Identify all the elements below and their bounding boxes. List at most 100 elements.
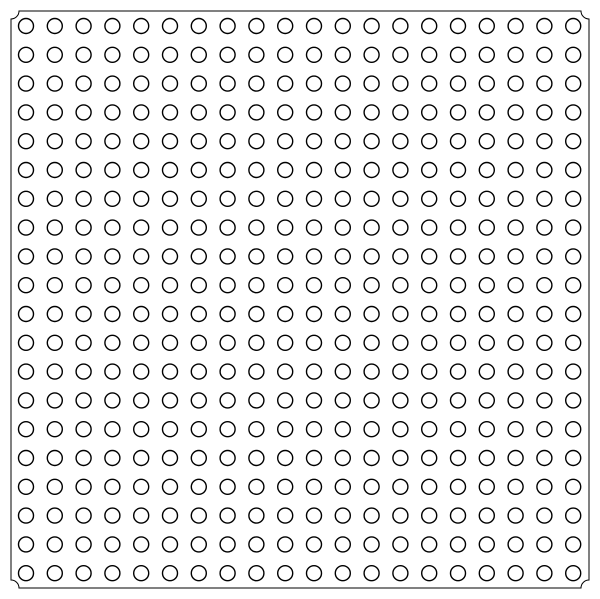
hole	[364, 451, 379, 466]
hole	[566, 566, 581, 581]
hole	[422, 76, 437, 91]
hole	[278, 479, 293, 494]
hole	[451, 163, 466, 178]
hole	[76, 422, 91, 437]
hole	[191, 393, 206, 408]
hole	[566, 134, 581, 149]
hole	[537, 364, 552, 379]
hole	[422, 278, 437, 293]
hole	[76, 19, 91, 34]
hole	[335, 249, 350, 264]
hole	[364, 76, 379, 91]
perforated-panel-diagram	[0, 0, 600, 599]
hole	[134, 508, 149, 523]
hole	[191, 163, 206, 178]
hole	[47, 335, 62, 350]
hole	[537, 76, 552, 91]
hole	[479, 307, 494, 322]
hole	[278, 508, 293, 523]
hole	[335, 364, 350, 379]
hole	[191, 191, 206, 206]
hole	[335, 537, 350, 552]
hole	[278, 76, 293, 91]
hole	[479, 364, 494, 379]
hole	[307, 451, 322, 466]
hole	[76, 508, 91, 523]
hole	[364, 566, 379, 581]
hole	[307, 537, 322, 552]
hole	[76, 220, 91, 235]
hole	[335, 134, 350, 149]
hole	[479, 393, 494, 408]
hole	[422, 163, 437, 178]
hole	[451, 278, 466, 293]
hole	[76, 105, 91, 120]
hole	[105, 537, 120, 552]
hole	[134, 76, 149, 91]
hole	[191, 451, 206, 466]
hole	[566, 105, 581, 120]
hole	[47, 422, 62, 437]
hole	[307, 422, 322, 437]
hole	[220, 566, 235, 581]
hole	[508, 278, 523, 293]
hole	[47, 566, 62, 581]
hole	[537, 191, 552, 206]
hole	[364, 220, 379, 235]
hole	[335, 163, 350, 178]
hole	[220, 105, 235, 120]
hole	[422, 220, 437, 235]
hole	[191, 249, 206, 264]
hole	[163, 47, 178, 62]
hole	[566, 249, 581, 264]
hole	[278, 249, 293, 264]
hole	[307, 220, 322, 235]
hole	[278, 163, 293, 178]
hole	[249, 19, 264, 34]
hole	[278, 105, 293, 120]
hole	[566, 76, 581, 91]
hole	[393, 249, 408, 264]
hole	[191, 307, 206, 322]
hole	[105, 335, 120, 350]
hole	[249, 134, 264, 149]
hole	[249, 479, 264, 494]
hole	[537, 220, 552, 235]
hole	[451, 76, 466, 91]
hole	[76, 364, 91, 379]
hole	[163, 566, 178, 581]
hole	[508, 163, 523, 178]
hole	[393, 76, 408, 91]
hole	[335, 220, 350, 235]
hole	[307, 163, 322, 178]
hole	[105, 163, 120, 178]
hole	[220, 508, 235, 523]
hole	[422, 47, 437, 62]
hole	[105, 451, 120, 466]
hole	[422, 364, 437, 379]
hole	[451, 393, 466, 408]
hole	[249, 278, 264, 293]
hole	[191, 422, 206, 437]
hole	[249, 451, 264, 466]
hole	[105, 134, 120, 149]
hole	[134, 451, 149, 466]
hole	[422, 537, 437, 552]
hole	[19, 307, 34, 322]
hole	[134, 422, 149, 437]
hole	[105, 249, 120, 264]
hole	[220, 134, 235, 149]
hole	[249, 220, 264, 235]
hole	[335, 451, 350, 466]
hole	[335, 566, 350, 581]
hole	[508, 422, 523, 437]
hole	[451, 307, 466, 322]
hole	[393, 163, 408, 178]
hole	[422, 19, 437, 34]
hole	[451, 191, 466, 206]
hole	[163, 393, 178, 408]
hole	[566, 47, 581, 62]
hole	[163, 451, 178, 466]
hole	[76, 249, 91, 264]
hole	[566, 422, 581, 437]
